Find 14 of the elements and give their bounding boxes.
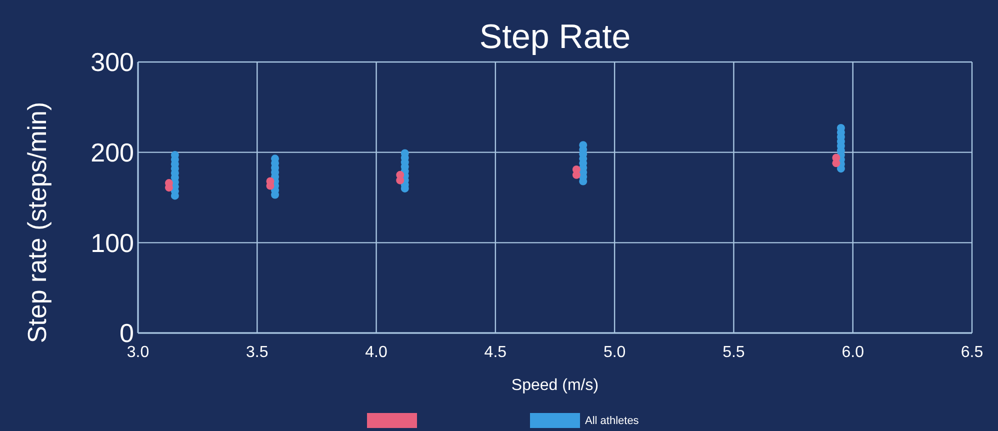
y-axis-title: Step rate (steps/min) bbox=[22, 102, 52, 344]
x-tick-label: 6.0 bbox=[842, 344, 864, 361]
legend-label: All athletes bbox=[585, 415, 640, 427]
y-tick-label: 200 bbox=[90, 137, 134, 168]
x-tick-label: 4.0 bbox=[365, 344, 388, 361]
chart-title: Step Rate bbox=[479, 18, 631, 56]
x-axis-title: Speed (m/s) bbox=[511, 377, 599, 394]
x-tick-label: 5.5 bbox=[722, 344, 745, 361]
x-tick-label: 5.0 bbox=[603, 344, 626, 361]
y-tick-label: 300 bbox=[90, 47, 134, 78]
x-tick-label: 6.5 bbox=[960, 344, 984, 361]
y-tick-label: 100 bbox=[90, 228, 134, 258]
x-tick-label: 3.5 bbox=[246, 344, 268, 361]
x-tick-label: 4.5 bbox=[484, 344, 507, 361]
